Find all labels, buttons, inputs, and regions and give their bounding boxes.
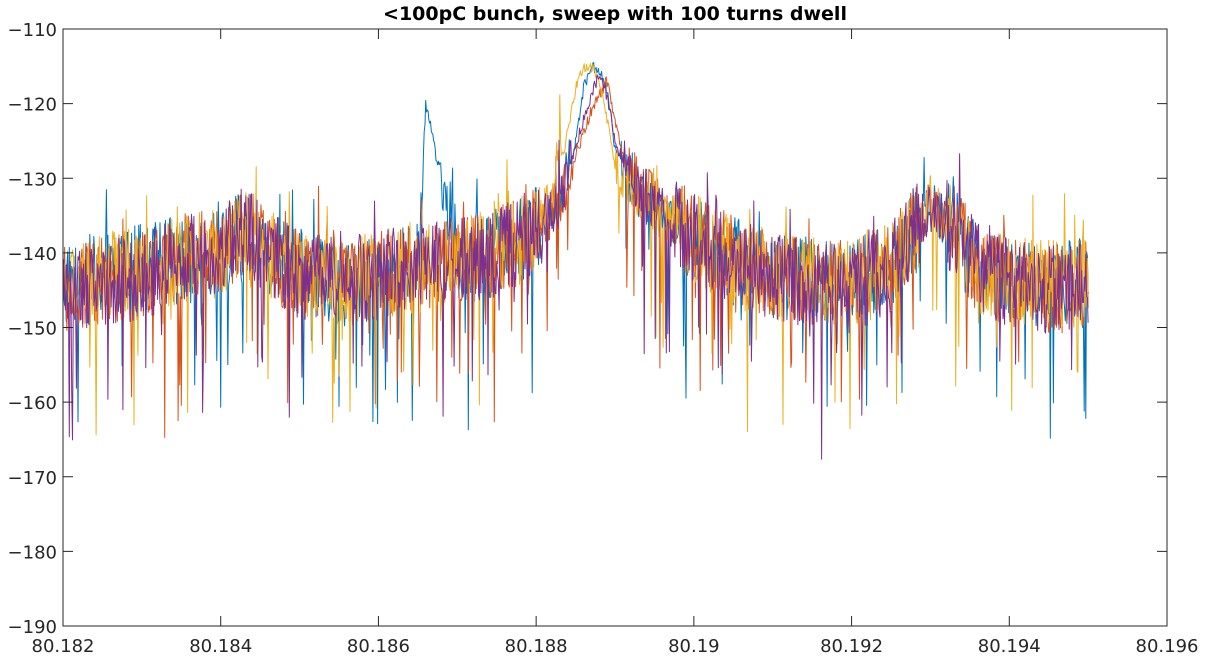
y-tick-label: −170 [8, 468, 57, 489]
x-axis-tick-labels: 80.182 80.184 80.186 80.188 80.19 80.192 80.19… [32, 636, 1199, 657]
x-tick-label: 80.19 [668, 636, 720, 657]
y-tick-label: −150 [8, 319, 57, 340]
y-tick-label: −140 [8, 244, 57, 265]
y-axis-tick-labels: −110 −120 −130 −140 −150 −160 −170 −180 −190 [8, 20, 57, 638]
y-tick-label: −130 [8, 169, 57, 190]
axis-ticks [62, 28, 1168, 627]
x-tick-label: 80.188 [505, 636, 568, 657]
y-tick-label: −160 [8, 393, 57, 414]
y-tick-label: −120 [8, 95, 57, 116]
x-tick-label: 80.186 [347, 636, 410, 657]
chart-title: <100pC bunch, sweep with 100 turns dwell [383, 3, 847, 25]
y-tick-label: −110 [8, 20, 57, 41]
x-tick-label: 80.184 [189, 636, 252, 657]
x-tick-label: 80.182 [32, 636, 95, 657]
series-line-3 [62, 63, 1089, 436]
x-tick-label: 80.194 [978, 636, 1041, 657]
series-layer [62, 62, 1089, 460]
x-tick-label: 80.192 [820, 636, 883, 657]
x-tick-label: 80.196 [1136, 636, 1199, 657]
y-tick-label: −180 [8, 542, 57, 563]
series-line-4 [62, 74, 1089, 460]
y-tick-label: −190 [8, 617, 57, 638]
